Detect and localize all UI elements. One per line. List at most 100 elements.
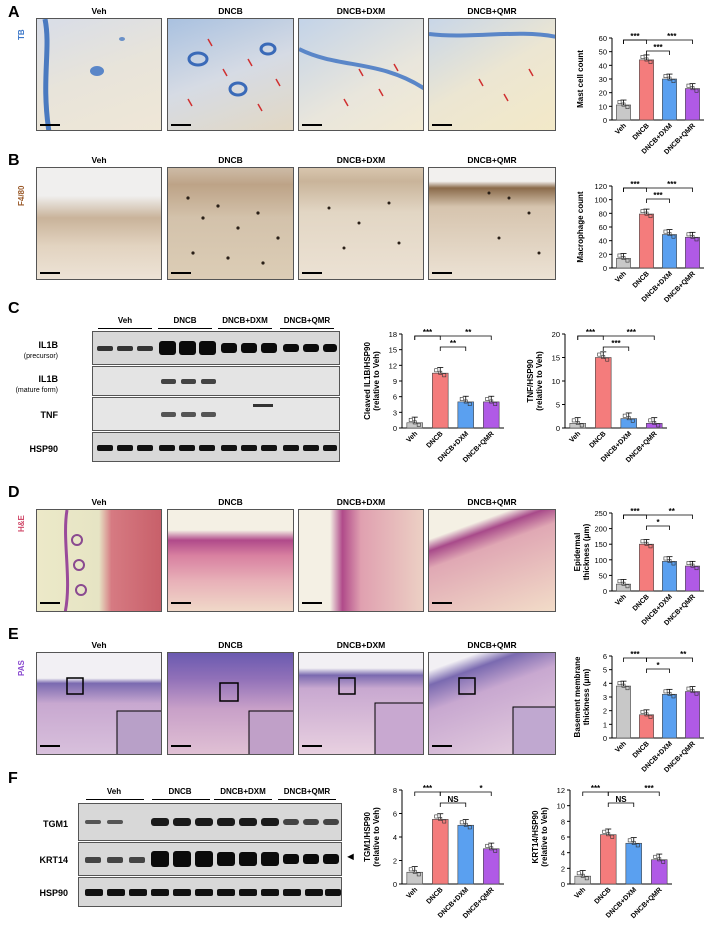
data-point [694, 88, 699, 93]
micrograph-d-veh [36, 509, 162, 612]
micrograph-a-veh [36, 18, 162, 131]
data-point [605, 357, 610, 362]
col-label-dncb-dxm: DNCB+DXM [336, 6, 386, 16]
data-point [621, 581, 626, 586]
y-tick-label: 250 [594, 509, 607, 518]
x-tick-label: DNCB [425, 430, 444, 449]
bar-veh [574, 875, 591, 885]
y-tick-label: 40 [599, 61, 607, 70]
y-tick-label: 50 [599, 48, 607, 57]
y-tick-label: 6 [561, 833, 565, 842]
y-tick-label: 0 [556, 424, 560, 433]
significance-bracket [439, 802, 467, 807]
blot-label-il1b-precursor: IL1B (precursor) [23, 340, 58, 360]
significance-bracket [646, 668, 670, 673]
significance-label: ** [669, 507, 676, 516]
x-tick-label: DNCB [632, 270, 651, 289]
scale-bar [302, 745, 322, 747]
data-point [648, 544, 653, 549]
y-tick-label: 4 [561, 849, 565, 858]
data-point [617, 100, 622, 104]
bar-veh [616, 685, 631, 739]
significance-label: ** [465, 328, 472, 337]
y-tick-label: 8 [393, 786, 397, 795]
data-point [667, 559, 672, 563]
y-tick-label: 15 [389, 346, 397, 355]
data-point [602, 829, 607, 834]
data-point [625, 686, 630, 691]
significance-label: * [479, 784, 483, 793]
x-tick-label: Veh [405, 886, 419, 900]
y-axis-label-unit: thickness (μm) [582, 668, 591, 725]
data-point [648, 214, 653, 219]
data-point [601, 355, 606, 360]
data-point [640, 539, 645, 544]
data-point [617, 681, 622, 686]
y-tick-label: 12 [557, 786, 565, 795]
data-point [467, 825, 472, 830]
col-label-dncb: DNCB [218, 640, 243, 650]
micrograph-e-dncb-dxm [298, 652, 424, 755]
col-label-dncb-dxm: DNCB+DXM [336, 155, 386, 165]
significance-bracket [646, 657, 693, 662]
chart-epidermal-thickness: Epidermal thickness (μm) 0 50 100 150 200 250 Ve… [573, 507, 704, 627]
y-tick-label: 0 [603, 734, 607, 743]
bar-dncb-dxm [625, 842, 642, 885]
data-point [640, 709, 645, 714]
blot-label-hsp90: HSP90 [39, 888, 68, 898]
y-axis-label: KRT14/HSP90 [531, 810, 540, 863]
x-tick-label: Veh [568, 430, 582, 444]
data-point [686, 232, 691, 237]
significance-bracket [646, 50, 670, 55]
blot-group-dncb: DNCB [168, 787, 192, 796]
significance-label: *** [423, 328, 433, 337]
significance-bracket [646, 198, 670, 203]
data-point [625, 584, 630, 589]
x-tick-label: Veh [614, 593, 628, 607]
data-point [690, 234, 695, 239]
y-tick-label: 100 [594, 196, 607, 205]
data-point [408, 867, 413, 872]
bar-dncb [595, 357, 612, 429]
data-point [626, 416, 631, 421]
group-underline [280, 328, 334, 329]
y-tick-label: 20 [552, 330, 560, 339]
blot-group-dncb-dxm: DNCB+DXM [220, 787, 266, 796]
bar-dncb-dxm [457, 824, 474, 885]
blot-group-dncb-dxm: DNCB+DXM [222, 316, 268, 325]
significance-bracket [414, 335, 492, 340]
y-tick-label: 0 [393, 424, 397, 433]
data-point [606, 832, 611, 837]
micrograph-a-dncb-qmr [428, 18, 556, 131]
significance-label: NS [615, 795, 627, 804]
data-point [667, 232, 672, 237]
data-point [597, 352, 602, 357]
scale-bar [171, 602, 191, 604]
data-point [648, 714, 653, 719]
data-point [485, 397, 490, 401]
x-tick-label: Veh [573, 886, 587, 900]
scale-bar [432, 124, 452, 126]
col-label-dncb-dxm: DNCB+DXM [336, 497, 386, 507]
significance-label: *** [630, 507, 640, 516]
blot-label-tgm1: TGM1 [42, 819, 68, 829]
scale-bar [432, 745, 452, 747]
y-tick-label: 0 [393, 880, 397, 889]
col-label-veh: Veh [91, 640, 107, 650]
y-tick-label: 1 [603, 720, 607, 729]
group-underline [218, 328, 272, 329]
stain-label-pas: PAS [17, 660, 26, 676]
data-point [630, 418, 635, 423]
data-point [463, 822, 468, 827]
data-point [627, 838, 632, 843]
y-tick-label: 15 [552, 354, 560, 363]
scale-bar [40, 272, 60, 274]
data-point [663, 74, 668, 79]
significance-label: ** [450, 339, 457, 348]
y-tick-label: 0 [603, 587, 607, 596]
data-point [694, 691, 699, 696]
micrograph-b-dncb-qmr [428, 167, 556, 280]
significance-label: *** [611, 339, 621, 348]
x-tick-label: Veh [405, 430, 419, 444]
